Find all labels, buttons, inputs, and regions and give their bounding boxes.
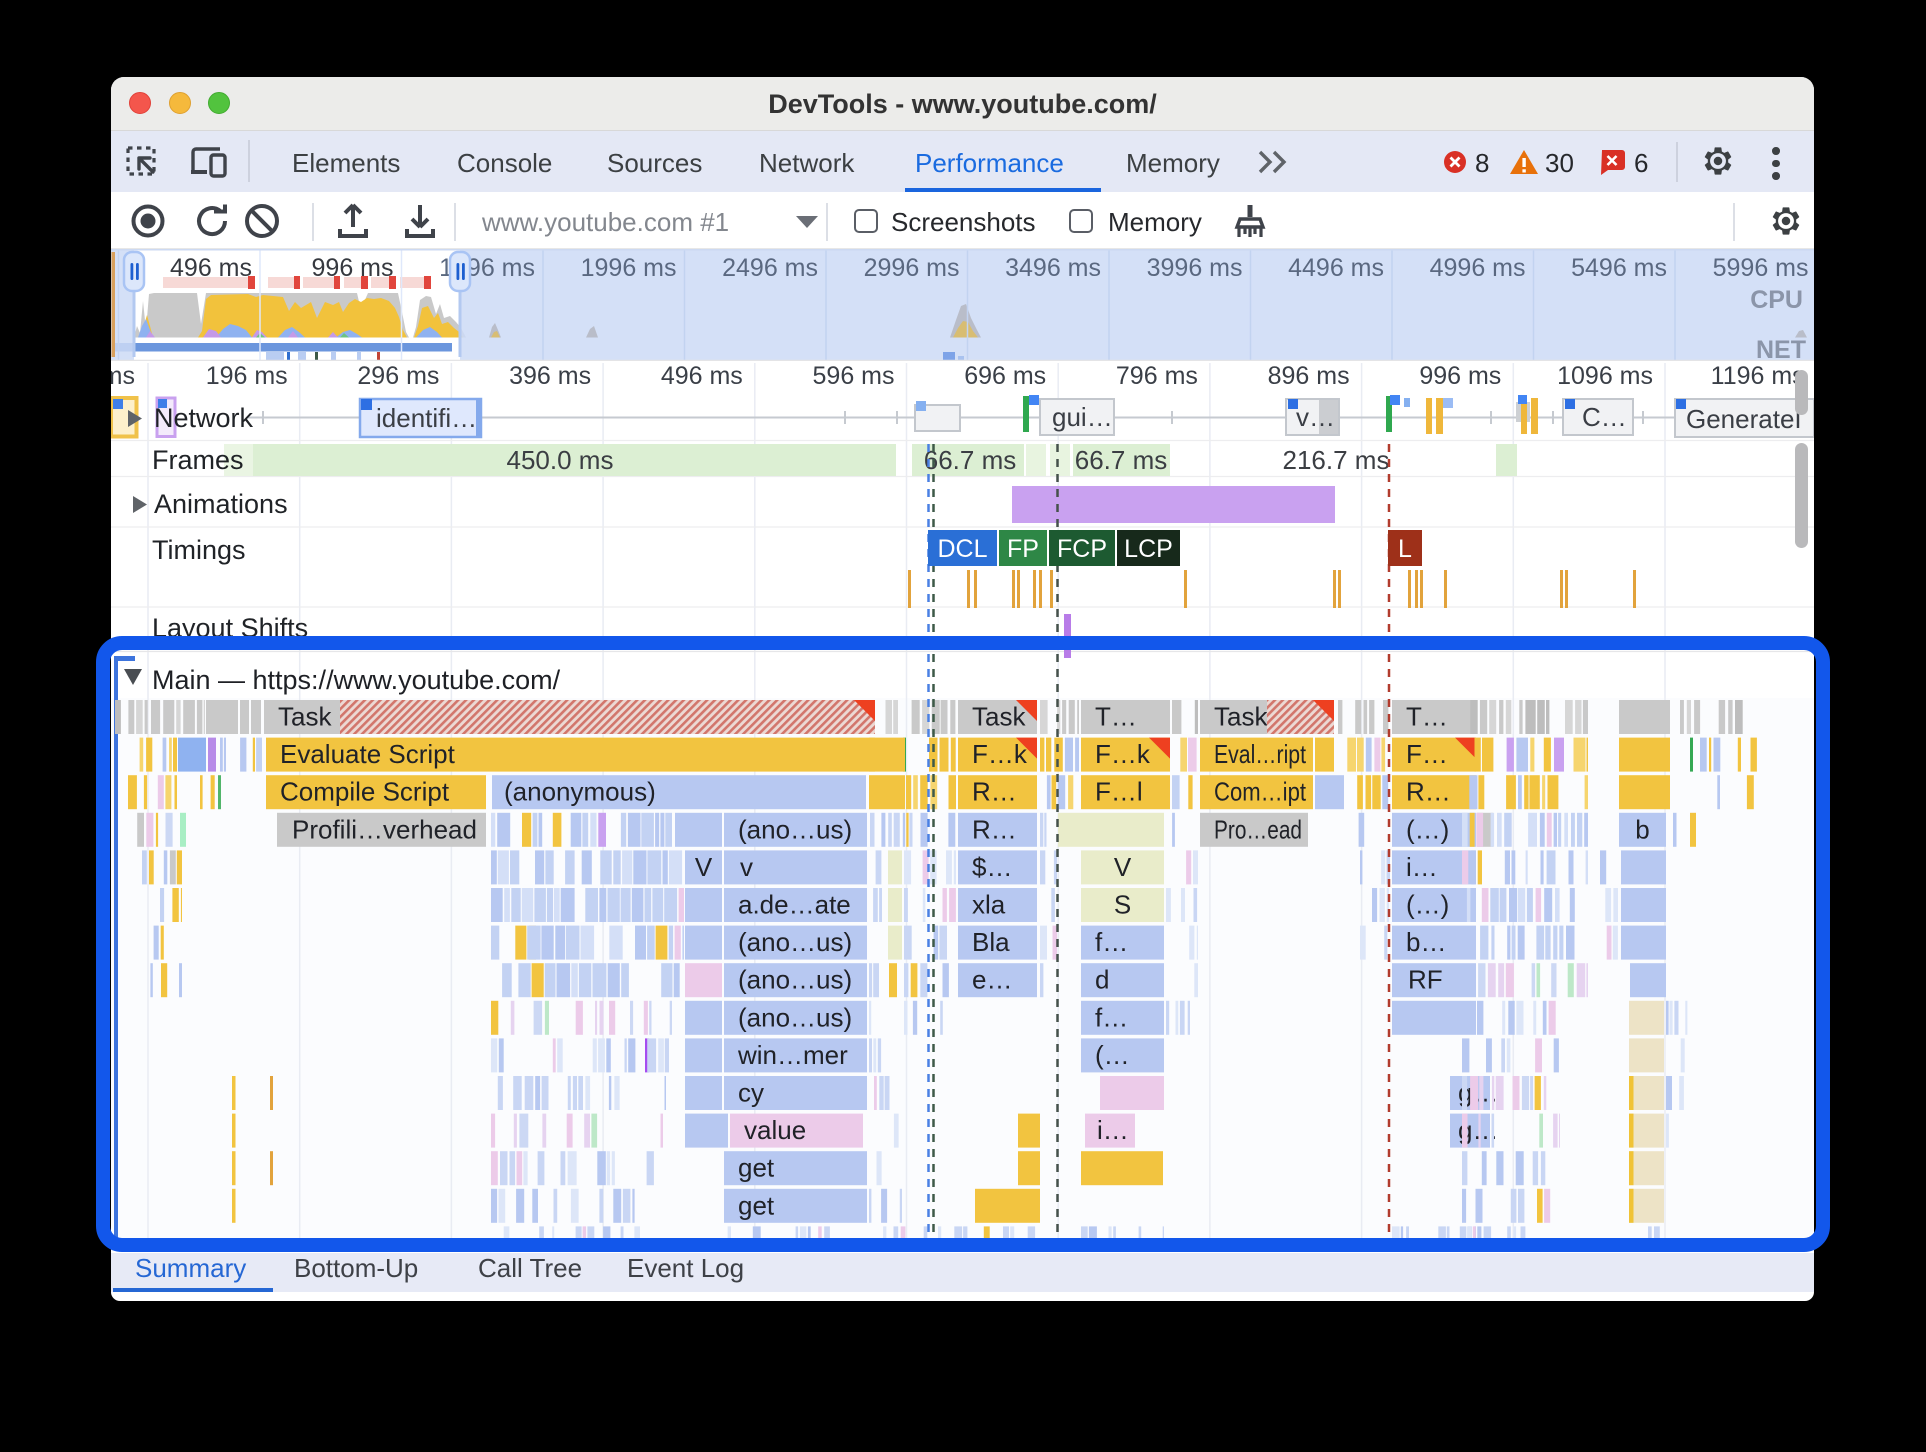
svg-text:get: get xyxy=(738,1153,775,1183)
svg-text:2996 ms: 2996 ms xyxy=(864,254,960,282)
svg-text:C…: C… xyxy=(1582,402,1627,432)
svg-text:S: S xyxy=(1114,890,1131,920)
svg-text:Com…ipt: Com…ipt xyxy=(1214,777,1307,807)
svg-text:5496 ms: 5496 ms xyxy=(1571,254,1667,282)
svg-text:LCP: LCP xyxy=(1124,535,1173,563)
svg-text:796 ms: 796 ms xyxy=(1116,362,1198,390)
svg-text:496 ms: 496 ms xyxy=(661,362,743,390)
svg-text:F…l: F…l xyxy=(1095,777,1143,807)
svg-text:596 ms: 596 ms xyxy=(813,362,895,390)
svg-text:Evaluate Script: Evaluate Script xyxy=(280,739,456,769)
svg-text:1996 ms: 1996 ms xyxy=(581,254,677,282)
svg-text:FP: FP xyxy=(1007,535,1039,563)
svg-text:4996 ms: 4996 ms xyxy=(1430,254,1526,282)
svg-text:NET: NET xyxy=(1756,336,1806,361)
svg-text:get: get xyxy=(738,1190,775,1220)
svg-text:f…: f… xyxy=(1095,1002,1128,1032)
svg-text:b…: b… xyxy=(1406,927,1446,957)
svg-text:R…: R… xyxy=(972,777,1017,807)
svg-text:Task: Task xyxy=(972,702,1026,732)
svg-text:L: L xyxy=(1398,535,1412,563)
svg-text:value: value xyxy=(744,1115,806,1145)
svg-text:DCL: DCL xyxy=(937,535,987,563)
svg-text:5996 ms: 5996 ms xyxy=(1713,254,1809,282)
svg-text:296 ms: 296 ms xyxy=(357,362,439,390)
svg-text:4496 ms: 4496 ms xyxy=(1288,254,1384,282)
svg-text:2496 ms: 2496 ms xyxy=(722,254,818,282)
svg-text:Compile Script: Compile Script xyxy=(280,777,450,807)
svg-text:3996 ms: 3996 ms xyxy=(1147,254,1243,282)
svg-text:f…: f… xyxy=(1095,927,1128,957)
svg-text:Timings: Timings xyxy=(152,535,246,565)
svg-text:F…k: F…k xyxy=(972,739,1028,769)
svg-text:v…: v… xyxy=(1296,402,1335,432)
svg-text:896 ms: 896 ms xyxy=(1268,362,1350,390)
svg-text:66.7 ms: 66.7 ms xyxy=(1075,445,1168,475)
svg-text:Main — https://www.youtube.com: Main — https://www.youtube.com/ xyxy=(152,665,561,695)
svg-text:identifi…: identifi… xyxy=(376,403,477,433)
svg-text:Task: Task xyxy=(278,702,332,732)
svg-text:Network: Network xyxy=(154,403,254,433)
svg-text:FCP: FCP xyxy=(1057,535,1107,563)
svg-text:(anonymous): (anonymous) xyxy=(504,777,656,807)
svg-text:$…: $… xyxy=(972,852,1012,882)
svg-text:1196 ms: 1196 ms xyxy=(1711,362,1805,390)
svg-text:cy: cy xyxy=(738,1078,764,1108)
svg-text:496 ms: 496 ms xyxy=(170,254,252,282)
svg-text:(ano…us): (ano…us) xyxy=(738,965,852,995)
svg-text:F…: F… xyxy=(1406,739,1448,769)
svg-text:1096 ms: 1096 ms xyxy=(1557,362,1653,390)
svg-text:696 ms: 696 ms xyxy=(964,362,1046,390)
svg-text:win…mer: win…mer xyxy=(737,1040,848,1070)
svg-text:Eval…ript: Eval…ript xyxy=(1214,739,1307,769)
svg-text:T…: T… xyxy=(1406,702,1448,732)
svg-text:Task: Task xyxy=(1214,702,1268,732)
svg-text:i…: i… xyxy=(1097,1115,1129,1145)
svg-text:a.de…ate: a.de…ate xyxy=(738,890,851,920)
svg-text:V: V xyxy=(695,852,713,882)
svg-text:(…): (…) xyxy=(1406,890,1449,920)
svg-text:d: d xyxy=(1095,965,1109,995)
svg-text:(…: (… xyxy=(1095,1040,1130,1070)
svg-text:xla: xla xyxy=(972,890,1006,920)
svg-text:gui…: gui… xyxy=(1052,402,1113,432)
svg-text:Frames: Frames xyxy=(152,445,244,475)
svg-text:(ano…us): (ano…us) xyxy=(738,927,852,957)
svg-text:GenerateI: GenerateI xyxy=(1686,404,1802,434)
svg-text:(…): (…) xyxy=(1406,814,1449,844)
svg-text:V: V xyxy=(1114,852,1132,882)
svg-text:216.7 ms: 216.7 ms xyxy=(1283,445,1390,475)
svg-text:(ano…us): (ano…us) xyxy=(738,814,852,844)
svg-text:R…: R… xyxy=(972,814,1017,844)
svg-text:R…: R… xyxy=(1406,777,1451,807)
svg-text:(ano…us): (ano…us) xyxy=(738,1002,852,1032)
svg-text:CPU: CPU xyxy=(1750,286,1803,314)
svg-text:i…: i… xyxy=(1406,852,1438,882)
svg-text:66.7 ms: 66.7 ms xyxy=(924,445,1017,475)
svg-text:e…: e… xyxy=(972,965,1012,995)
svg-text:ms: ms xyxy=(111,362,135,390)
svg-text:T…: T… xyxy=(1095,702,1137,732)
svg-text:Pro…ead: Pro…ead xyxy=(1214,814,1302,844)
svg-text:Bla: Bla xyxy=(972,927,1010,957)
svg-text:v: v xyxy=(740,852,753,882)
svg-text:Animations: Animations xyxy=(154,489,288,519)
svg-text:450.0 ms: 450.0 ms xyxy=(507,445,614,475)
svg-text:F…k: F…k xyxy=(1095,739,1151,769)
svg-text:996 ms: 996 ms xyxy=(1419,362,1501,390)
svg-text:396 ms: 396 ms xyxy=(509,362,591,390)
svg-text:996 ms: 996 ms xyxy=(312,254,394,282)
svg-text:b: b xyxy=(1635,814,1649,844)
svg-text:3496 ms: 3496 ms xyxy=(1005,254,1101,282)
svg-text:RF: RF xyxy=(1408,965,1443,995)
svg-text:Profili…verhead: Profili…verhead xyxy=(292,814,477,844)
svg-text:196 ms: 196 ms xyxy=(206,362,288,390)
